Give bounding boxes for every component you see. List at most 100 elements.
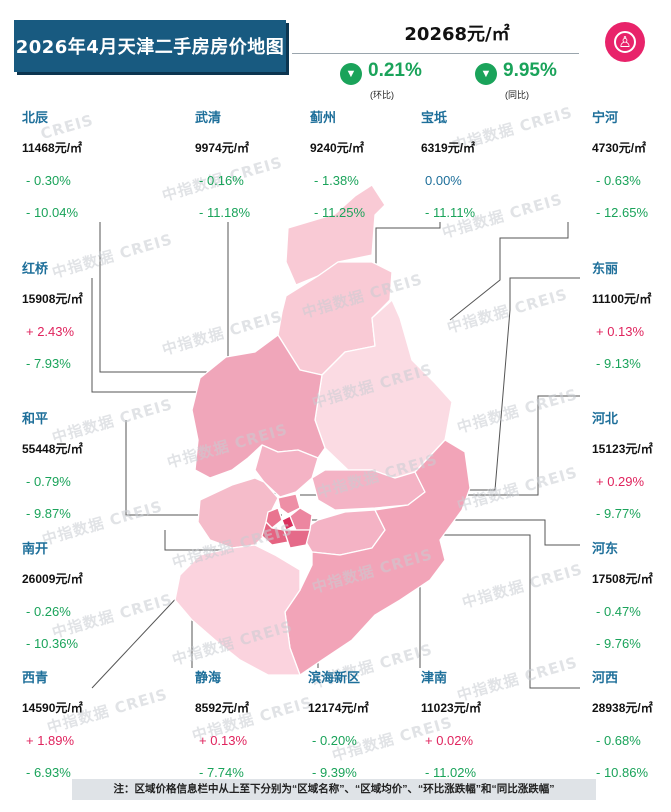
district-price: 17508元/㎡ — [592, 572, 653, 586]
district-price: 26009元/㎡ — [22, 572, 83, 586]
region-jizhou — [285, 184, 386, 286]
district-panel-heping: 和平 55448元/㎡ - 0.79% - 9.87% — [22, 408, 122, 521]
region-beichen — [254, 444, 319, 498]
map-title: 2026年4月天津二手房房价地图 — [14, 20, 286, 72]
district-mom: - 0.26% — [26, 604, 71, 619]
down-arrow-icon: ▼ — [475, 63, 497, 85]
district-price: 28938元/㎡ — [592, 701, 653, 715]
district-mom: + 0.13% — [596, 324, 645, 339]
city-mom-value: 0.21% — [368, 60, 422, 81]
district-yoy: - 10.36% — [26, 636, 79, 651]
district-panel-beichen: 北辰 11468元/㎡ - 0.30% - 10.04% — [22, 107, 122, 220]
district-panel-baodi: 宝坻 6319元/㎡ 0.00% - 11.11% — [421, 107, 521, 220]
leader-line-ninghe — [449, 222, 569, 321]
district-mom: 0.00% — [425, 173, 462, 188]
district-price: 11023元/㎡ — [421, 701, 482, 715]
district-yoy: - 11.11% — [425, 205, 476, 220]
district-yoy: - 12.65% — [596, 205, 649, 220]
district-name: 东丽 — [592, 261, 619, 276]
district-mom: - 0.30% — [26, 173, 71, 188]
district-panel-wuqing: 武清 9974元/㎡ - 0.16% - 11.18% — [195, 107, 295, 220]
district-panel-hexi: 河西 28938元/㎡ - 0.68% - 10.86% — [592, 667, 671, 780]
district-mom: - 0.20% — [312, 733, 357, 748]
district-panel-hebei: 河北 15123元/㎡ + 0.29% - 9.77% — [592, 408, 671, 521]
city-yoy-value: 9.95% — [503, 60, 557, 81]
district-yoy: - 11.25% — [314, 205, 366, 220]
district-panel-jinghai: 静海 8592元/㎡ + 0.13% - 7.74% — [195, 667, 295, 780]
district-yoy: - 7.74% — [199, 765, 244, 780]
district-yoy: - 9.87% — [26, 506, 71, 521]
district-panel-nankai: 南开 26009元/㎡ - 0.26% - 10.36% — [22, 538, 122, 651]
district-yoy: - 9.39% — [312, 765, 357, 780]
district-mom: - 0.63% — [596, 173, 641, 188]
district-price: 11100元/㎡ — [592, 292, 652, 306]
district-name: 蓟州 — [310, 110, 337, 125]
district-yoy: - 11.18% — [199, 205, 251, 220]
district-mom: - 0.47% — [596, 604, 641, 619]
district-price: 9974元/㎡ — [195, 141, 250, 155]
city-average-price: 20268元/㎡ — [404, 24, 510, 45]
district-price: 6319元/㎡ — [421, 141, 476, 155]
district-name: 南开 — [22, 541, 49, 556]
region-jinghai — [174, 544, 301, 676]
district-yoy: - 10.86% — [596, 765, 649, 780]
region-dongli — [311, 469, 426, 511]
down-arrow-icon: ▼ — [340, 63, 362, 85]
district-price: 15908元/㎡ — [22, 292, 83, 306]
district-yoy: - 9.77% — [596, 506, 641, 521]
district-name: 红桥 — [22, 261, 49, 276]
district-name: 西青 — [22, 670, 49, 685]
district-name: 静海 — [195, 670, 222, 685]
district-mom: + 1.89% — [26, 733, 75, 748]
district-name: 河东 — [592, 541, 619, 556]
district-yoy: - 11.02% — [425, 765, 477, 780]
district-mom: + 0.29% — [596, 474, 645, 489]
district-mom: - 0.68% — [596, 733, 641, 748]
district-price: 55448元/㎡ — [22, 442, 83, 456]
district-panel-ninghe: 宁河 4730元/㎡ - 0.63% - 12.65% — [592, 107, 671, 220]
district-panel-dongli: 东丽 11100元/㎡ + 0.13% - 9.13% — [592, 258, 671, 371]
district-name: 河西 — [592, 670, 619, 685]
district-panel-jizhou: 蓟州 9240元/㎡ - 1.38% - 11.25% — [310, 107, 410, 220]
district-yoy: - 9.76% — [596, 636, 641, 651]
region-hexi — [283, 529, 311, 549]
district-panel-hedong: 河东 17508元/㎡ - 0.47% - 9.76% — [592, 538, 671, 651]
district-panel-hongqiao: 红桥 15908元/㎡ + 2.43% - 7.93% — [22, 258, 122, 371]
region-hongqiao — [265, 507, 283, 529]
district-mom: + 0.02% — [425, 733, 474, 748]
district-price: 15123元/㎡ — [592, 442, 653, 456]
district-mom: - 0.79% — [26, 474, 71, 489]
district-yoy: - 7.93% — [26, 356, 71, 371]
city-yoy-label: (同比) — [505, 90, 529, 100]
district-price: 12174元/㎡ — [308, 701, 369, 715]
district-name: 滨海新区 — [308, 670, 361, 685]
creis-logo-icon: ♙ — [605, 22, 645, 62]
district-panel-xiqing: 西青 14590元/㎡ + 1.89% - 6.93% — [22, 667, 122, 780]
district-mom: + 2.43% — [26, 324, 75, 339]
district-mom: + 0.13% — [199, 733, 248, 748]
city-mom-label: (环比) — [370, 90, 394, 100]
header-divider — [292, 53, 579, 54]
district-panel-binhai: 滨海新区 12174元/㎡ - 0.20% - 9.39% — [308, 667, 408, 780]
district-yoy: - 6.93% — [26, 765, 71, 780]
district-name: 宁河 — [592, 110, 619, 125]
district-name: 河北 — [592, 411, 619, 426]
district-yoy: - 9.13% — [596, 356, 641, 371]
district-name: 宝坻 — [421, 110, 448, 125]
district-price: 9240元/㎡ — [310, 141, 365, 155]
district-mom: - 0.16% — [199, 173, 244, 188]
district-price: 8592元/㎡ — [195, 701, 250, 715]
district-yoy: - 10.04% — [26, 205, 79, 220]
district-price: 4730元/㎡ — [592, 141, 647, 155]
district-price: 14590元/㎡ — [22, 701, 83, 715]
district-name: 北辰 — [22, 110, 49, 125]
district-panel-jinnan: 津南 11023元/㎡ + 0.02% - 11.02% — [421, 667, 521, 780]
district-price: 11468元/㎡ — [22, 141, 83, 155]
district-name: 和平 — [22, 411, 49, 426]
region-hebei — [277, 493, 301, 515]
district-name: 武清 — [195, 110, 222, 125]
footnote: 注：区域价格信息栏中从上至下分别为“区域名称”、“区域均价”、“环比涨跌幅”和“… — [72, 779, 596, 800]
district-mom: - 1.38% — [314, 173, 359, 188]
district-name: 津南 — [421, 670, 448, 685]
